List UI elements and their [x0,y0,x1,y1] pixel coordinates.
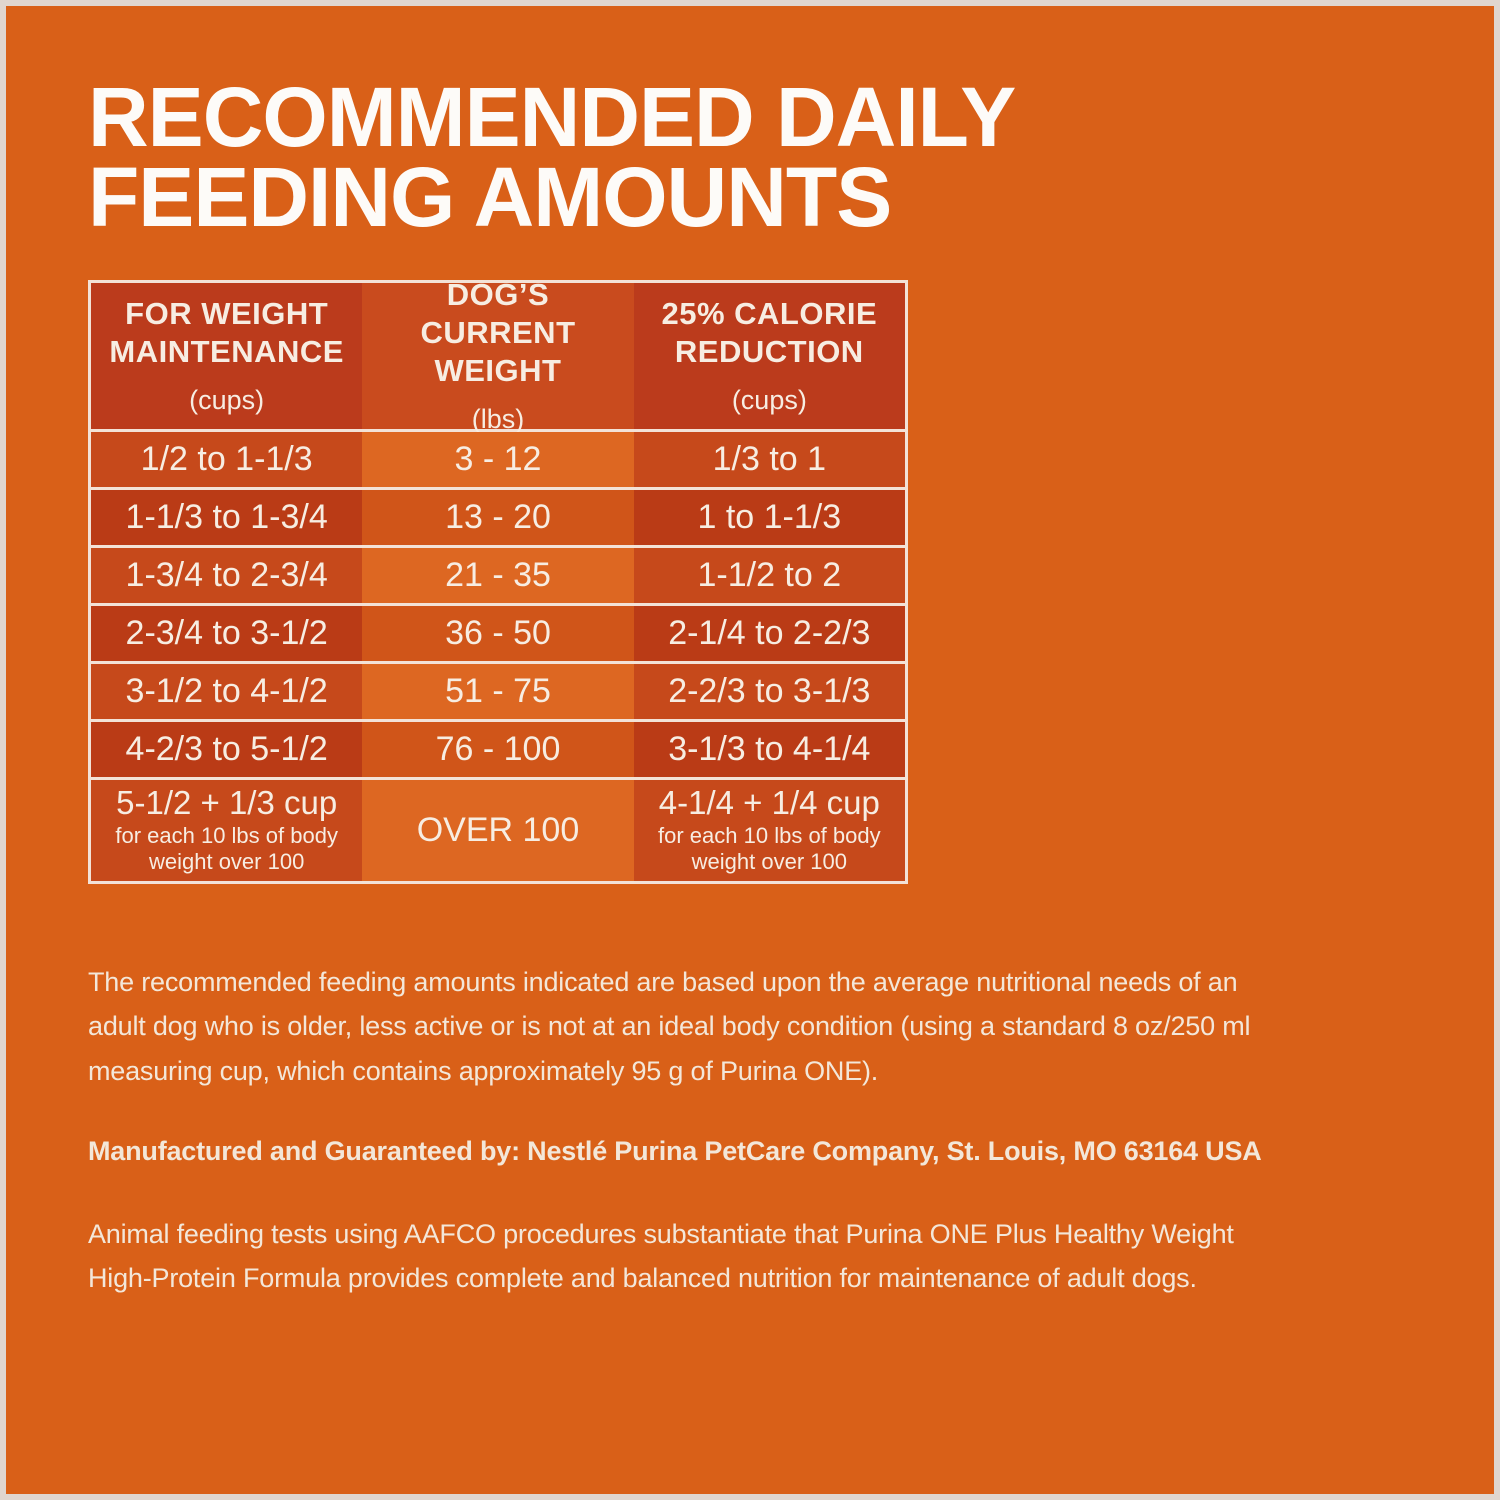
footnotes: The recommended feeding amounts indicate… [88,960,1438,1301]
cell-reduction: 1 to 1-1/3 [633,489,905,545]
header-current-weight-unit: (lbs) [471,403,525,434]
cell-maintenance: 4-2/3 to 5-1/2 [91,721,363,777]
header-calorie-reduction-unit: (cups) [731,384,807,415]
cell-reduction: 2-1/4 to 2-2/3 [633,605,905,661]
header-current-weight-label: DOG’S CURRENT WEIGHT [420,277,576,388]
cell-maintenance-amount: 5-1/2 + 1/3 cup [116,783,338,821]
cell-reduction: 4-1/4 + 1/4 cup for each 10 lbs of body … [633,779,905,881]
cell-maintenance: 3-1/2 to 4-1/2 [91,663,363,719]
cell-reduction: 1-1/2 to 2 [633,547,905,603]
header-weight-maintenance-unit: (cups) [189,384,265,415]
page-title-line2: FEEDING AMOUNTS [88,149,892,244]
cell-weight: 36 - 50 [362,605,634,661]
aafco-statement: Animal feeding tests using AAFCO procedu… [88,1218,1234,1294]
cell-maintenance: 1/2 to 1-1/3 [91,431,363,487]
table-row: 1-3/4 to 2-3/4 21 - 35 1-1/2 to 2 [91,544,905,603]
cell-weight: OVER 100 [362,779,634,881]
table-row-over-100: 5-1/2 + 1/3 cup for each 10 lbs of body … [91,776,905,881]
cell-reduction-amount: 4-1/4 + 1/4 cup [658,783,880,821]
table-row: 2-3/4 to 3-1/2 36 - 50 2-1/4 to 2-2/3 [91,602,905,661]
table-row: 1/2 to 1-1/3 3 - 12 1/3 to 1 [91,428,905,487]
cell-weight: 3 - 12 [362,431,634,487]
table-header-row: FOR WEIGHT MAINTENANCE (cups) DOG’S CURR… [91,277,905,434]
page-title-line1: RECOMMENDED DAILY [88,70,1016,164]
table-row: 4-2/3 to 5-1/2 76 - 100 3-1/3 to 4-1/4 [91,718,905,777]
cell-weight: 76 - 100 [362,721,634,777]
cell-maintenance: 2-3/4 to 3-1/2 [91,605,363,661]
cell-weight: 13 - 20 [362,489,634,545]
cell-reduction: 1/3 to 1 [633,431,905,487]
label-panel: RECOMMENDED DAILY FEEDING AMOUNTS FOR WE… [6,70,1494,1301]
cell-maintenance: 1-3/4 to 2-3/4 [91,547,363,603]
cell-maintenance: 5-1/2 + 1/3 cup for each 10 lbs of body … [91,779,363,881]
header-current-weight: DOG’S CURRENT WEIGHT (lbs) [362,277,634,434]
cell-reduction-note: for each 10 lbs of body weight over 100 [658,823,881,875]
feeding-note-paragraph: The recommended feeding amounts indicate… [88,966,1251,1086]
page-title: RECOMMENDED DAILY FEEDING AMOUNTS [88,70,1414,244]
cell-maintenance: 1-1/3 to 1-3/4 [91,489,363,545]
cell-maintenance-note: for each 10 lbs of body weight over 100 [115,823,338,875]
header-weight-maintenance-label: FOR WEIGHT MAINTENANCE [109,296,344,370]
header-weight-maintenance: FOR WEIGHT MAINTENANCE (cups) [91,282,363,429]
cell-reduction: 2-2/3 to 3-1/3 [633,663,905,719]
cell-weight: 21 - 35 [362,547,634,603]
table-row: 1-1/3 to 1-3/4 13 - 20 1 to 1-1/3 [91,486,905,545]
feeding-amounts-table: FOR WEIGHT MAINTENANCE (cups) DOG’S CURR… [88,277,908,884]
header-calorie-reduction: 25% CALORIE REDUCTION (cups) [633,282,905,429]
table-row: 3-1/2 to 4-1/2 51 - 75 2-2/3 to 3-1/3 [91,660,905,719]
manufacturer-line: Manufactured and Guaranteed by: Nestlé P… [88,1136,1262,1167]
cell-reduction: 3-1/3 to 4-1/4 [633,721,905,777]
header-calorie-reduction-label: 25% CALORIE REDUCTION [661,296,878,370]
cell-weight: 51 - 75 [362,663,634,719]
